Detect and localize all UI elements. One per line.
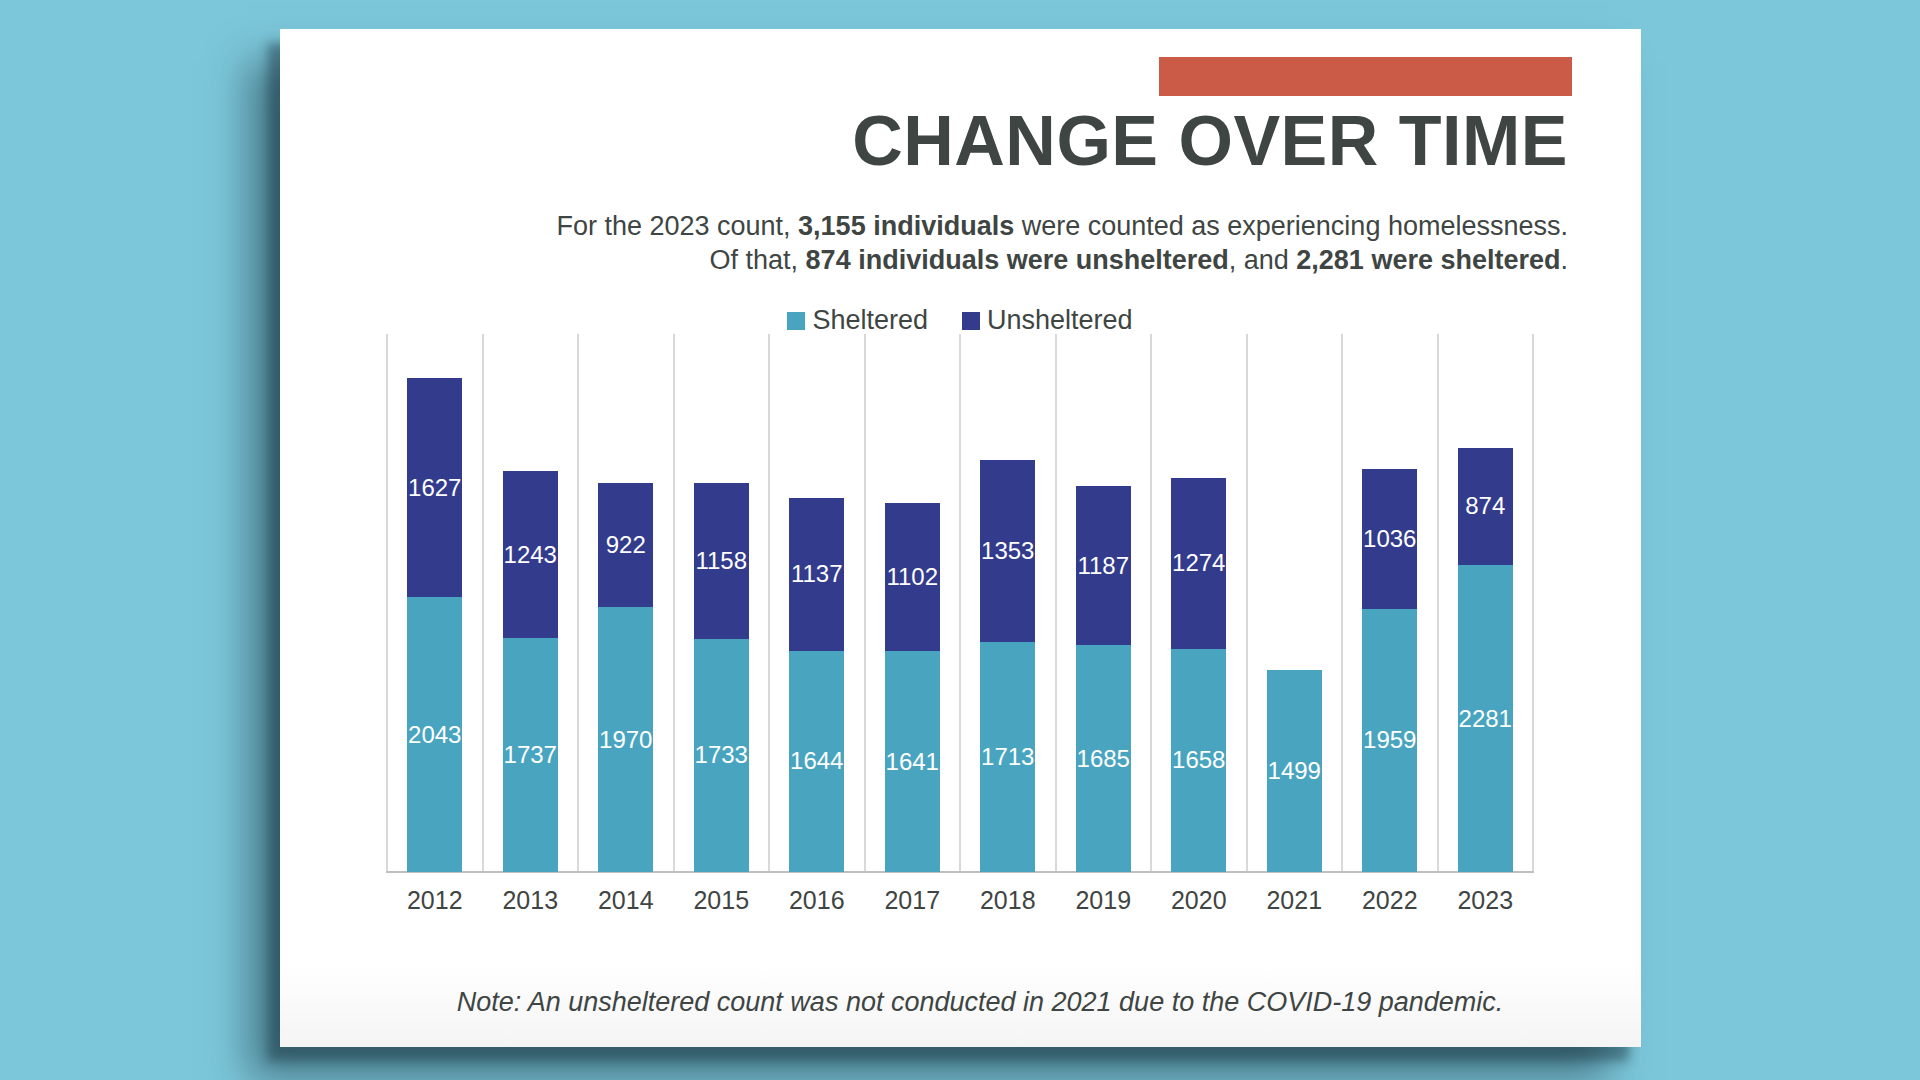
bar-label-sheltered-2016: 1644 [790, 747, 843, 775]
bar-sheltered-2017: 1641 [885, 651, 940, 872]
accent-bar [1159, 57, 1572, 96]
bar-sheltered-2016: 1644 [789, 651, 844, 872]
bar-sheltered-2020: 1658 [1171, 649, 1226, 872]
subtitle: For the 2023 count, 3,155 individuals we… [556, 209, 1568, 277]
bar-sheltered-2014: 1970 [598, 607, 653, 872]
x-axis-label-2012: 2012 [387, 886, 483, 915]
background: { "colors": { "page_background": "#7cc7d… [0, 0, 1920, 1080]
gridline [1055, 334, 1057, 872]
bar-chart: 2043162720121737124320131970922201417331… [387, 334, 1533, 872]
bar-unsheltered-2015: 1158 [694, 483, 749, 639]
bar-label-sheltered-2018: 1713 [981, 743, 1034, 771]
bar-label-sheltered-2022: 1959 [1363, 726, 1416, 754]
x-axis-label-2020: 2020 [1151, 886, 1247, 915]
bar-sheltered-2012: 2043 [407, 597, 462, 872]
bar-unsheltered-2023: 874 [1458, 448, 1513, 566]
legend-swatch-unsheltered [962, 312, 980, 330]
bar-unsheltered-2012: 1627 [407, 378, 462, 597]
gridline [1437, 334, 1439, 872]
x-axis-label-2022: 2022 [1342, 886, 1438, 915]
x-axis-label-2013: 2013 [482, 886, 578, 915]
x-axis-label-2015: 2015 [673, 886, 769, 915]
legend-item-sheltered: Sheltered [787, 305, 928, 336]
x-axis-label-2014: 2014 [578, 886, 674, 915]
x-axis-label-2016: 2016 [769, 886, 865, 915]
gridline [482, 334, 484, 872]
legend-label: Unsheltered [987, 305, 1133, 336]
legend-item-unsheltered: Unsheltered [962, 305, 1133, 336]
bar-label-sheltered-2013: 1737 [504, 741, 557, 769]
bar-label-sheltered-2014: 1970 [599, 726, 652, 754]
gridline [959, 334, 961, 872]
bar-unsheltered-2013: 1243 [503, 471, 558, 638]
bar-label-unsheltered-2012: 1627 [408, 474, 461, 502]
bar-unsheltered-2022: 1036 [1362, 469, 1417, 608]
legend-label: Sheltered [812, 305, 928, 336]
x-axis-label-2019: 2019 [1055, 886, 1151, 915]
gridline [1246, 334, 1248, 872]
gridline [864, 334, 866, 872]
bar-unsheltered-2018: 1353 [980, 460, 1035, 642]
subtitle-line: For the 2023 count, 3,155 individuals we… [556, 209, 1568, 243]
chart-note: Note: An unsheltered count was not condu… [387, 987, 1573, 1018]
bar-label-unsheltered-2023: 874 [1465, 492, 1505, 520]
legend-swatch-sheltered [787, 312, 805, 330]
bar-label-unsheltered-2018: 1353 [981, 537, 1034, 565]
legend: Sheltered Unsheltered [387, 305, 1533, 336]
bar-sheltered-2018: 1713 [980, 642, 1035, 872]
bar-unsheltered-2014: 922 [598, 483, 653, 607]
slide-card: CHANGE OVER TIME For the 2023 count, 3,1… [280, 29, 1641, 1047]
bar-sheltered-2021: 1499 [1267, 670, 1322, 872]
bar-label-unsheltered-2020: 1274 [1172, 549, 1225, 577]
bar-label-unsheltered-2014: 922 [606, 531, 646, 559]
bar-unsheltered-2019: 1187 [1076, 486, 1131, 646]
bar-label-unsheltered-2019: 1187 [1077, 552, 1129, 580]
bar-label-unsheltered-2015: 1158 [695, 547, 747, 575]
bar-sheltered-2019: 1685 [1076, 645, 1131, 872]
bar-label-sheltered-2021: 1499 [1268, 757, 1321, 785]
gridline [673, 334, 675, 872]
gridline [768, 334, 770, 872]
x-axis-label-2017: 2017 [864, 886, 960, 915]
bar-label-sheltered-2020: 1658 [1172, 746, 1225, 774]
subtitle-line: Of that, 874 individuals were unsheltere… [556, 243, 1568, 277]
bar-label-sheltered-2023: 2281 [1459, 705, 1512, 733]
bar-label-unsheltered-2022: 1036 [1363, 525, 1416, 553]
bar-unsheltered-2016: 1137 [789, 498, 844, 651]
x-axis-label-2018: 2018 [960, 886, 1056, 915]
bar-label-sheltered-2017: 1641 [886, 748, 939, 776]
bar-label-sheltered-2019: 1685 [1077, 745, 1130, 773]
bar-label-unsheltered-2017: 1102 [886, 563, 938, 591]
x-axis-label-2021: 2021 [1246, 886, 1342, 915]
bar-label-sheltered-2015: 1733 [695, 741, 748, 769]
bar-label-unsheltered-2013: 1243 [504, 541, 557, 569]
gridline [1341, 334, 1343, 872]
gridline [386, 334, 388, 872]
bar-label-unsheltered-2016: 1137 [791, 560, 843, 588]
bar-sheltered-2023: 2281 [1458, 565, 1513, 872]
x-axis-label-2023: 2023 [1437, 886, 1533, 915]
gridline [1532, 334, 1534, 872]
gridline [577, 334, 579, 872]
bar-unsheltered-2020: 1274 [1171, 478, 1226, 649]
bar-sheltered-2022: 1959 [1362, 609, 1417, 872]
gridline [1150, 334, 1152, 872]
bar-label-sheltered-2012: 2043 [408, 721, 461, 749]
bar-sheltered-2013: 1737 [503, 638, 558, 872]
page-title: CHANGE OVER TIME [852, 105, 1568, 177]
bar-sheltered-2015: 1733 [694, 639, 749, 872]
bar-unsheltered-2017: 1102 [885, 503, 940, 651]
